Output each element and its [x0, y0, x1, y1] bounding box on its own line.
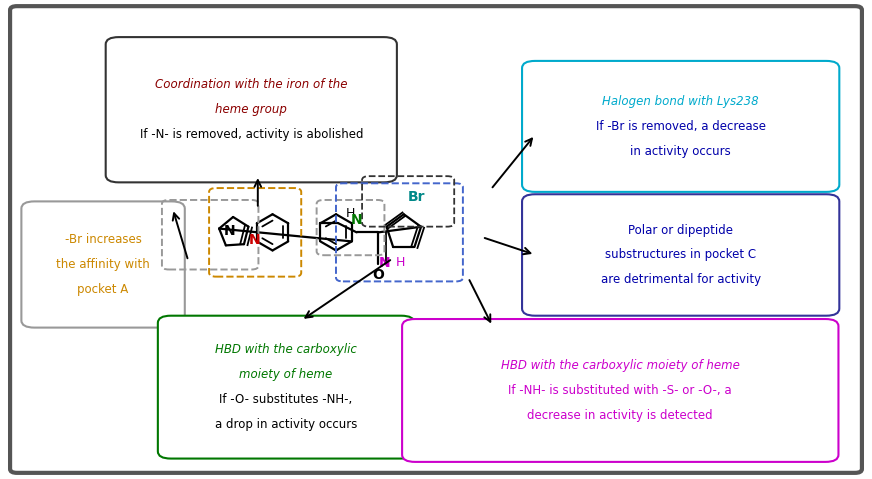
FancyBboxPatch shape [522, 194, 840, 316]
Text: N: N [379, 256, 391, 270]
Text: pocket A: pocket A [78, 283, 129, 296]
Text: Br: Br [407, 190, 425, 204]
Text: N: N [351, 213, 363, 227]
Text: HBD with the carboxylic moiety of heme: HBD with the carboxylic moiety of heme [501, 359, 739, 372]
Text: Coordination with the iron of the: Coordination with the iron of the [155, 79, 348, 91]
Text: substructures in pocket C: substructures in pocket C [605, 249, 756, 262]
Text: N: N [223, 224, 235, 238]
Text: If -NH- is substituted with -S- or -O-, a: If -NH- is substituted with -S- or -O-, … [508, 384, 732, 397]
Text: N: N [249, 233, 260, 247]
FancyBboxPatch shape [522, 61, 840, 192]
Text: a drop in activity occurs: a drop in activity occurs [215, 418, 358, 431]
Text: Halogen bond with Lys238: Halogen bond with Lys238 [603, 95, 759, 108]
FancyBboxPatch shape [402, 319, 839, 462]
Text: H: H [396, 256, 405, 269]
Text: If -O- substitutes -NH-,: If -O- substitutes -NH-, [220, 393, 352, 406]
Text: in activity occurs: in activity occurs [630, 145, 731, 158]
Text: HBD with the carboxylic: HBD with the carboxylic [215, 343, 357, 356]
Text: the affinity with: the affinity with [56, 258, 150, 271]
Text: decrease in activity is detected: decrease in activity is detected [528, 409, 713, 422]
FancyBboxPatch shape [22, 201, 185, 328]
FancyBboxPatch shape [106, 37, 397, 182]
Text: If -N- is removed, activity is abolished: If -N- is removed, activity is abolished [140, 128, 363, 141]
Text: are detrimental for activity: are detrimental for activity [601, 273, 760, 286]
Text: H: H [346, 207, 355, 220]
Text: If -Br is removed, a decrease: If -Br is removed, a decrease [596, 120, 766, 133]
Text: heme group: heme group [215, 103, 287, 116]
Text: -Br increases: -Br increases [65, 233, 141, 246]
Text: O: O [372, 268, 385, 282]
FancyBboxPatch shape [10, 6, 862, 473]
FancyBboxPatch shape [158, 316, 414, 458]
Text: moiety of heme: moiety of heme [240, 368, 333, 381]
Text: Polar or dipeptide: Polar or dipeptide [628, 224, 733, 237]
